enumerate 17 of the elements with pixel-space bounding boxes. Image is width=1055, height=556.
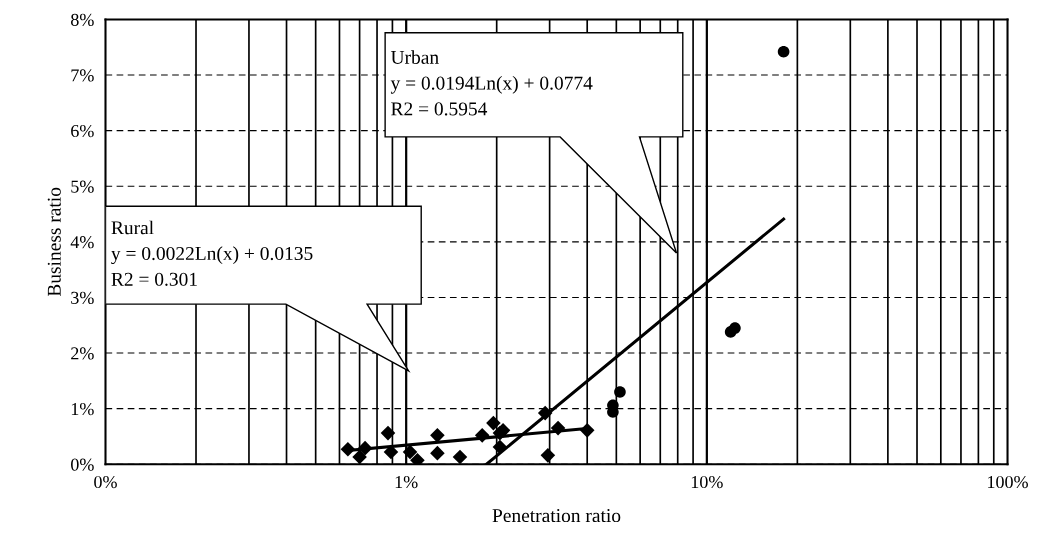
y-tick-label: 4%: [70, 236, 94, 249]
x-tick-label: 10%: [691, 475, 723, 489]
x-tick-label: 100%: [988, 475, 1028, 489]
y-tick-label: 6%: [71, 124, 94, 138]
y-axis-title: Business ratio: [47, 187, 61, 297]
y-tick-label: 1%: [71, 402, 94, 416]
y-tick-label: 2%: [71, 347, 94, 360]
annotation: Urban y = 0.0194Ln(x) + 0.0774 R2 = 0.5954: [390, 50, 593, 116]
annotation: Rural y = 0.0022Ln(x) + 0.0135 R2 = 0.301: [111, 220, 313, 286]
y-tick-label: 8%: [71, 13, 94, 26]
y-tick-label: 5%: [71, 180, 94, 193]
y-tick-label: 7%: [71, 69, 94, 82]
x-tick-label: 0%: [94, 475, 117, 489]
x-tick-label: 1%: [395, 475, 418, 489]
y-tick-label: 0%: [71, 458, 94, 471]
x-axis-title: Penetration ratio: [492, 509, 621, 523]
y-tick-label: 3%: [71, 291, 94, 304]
